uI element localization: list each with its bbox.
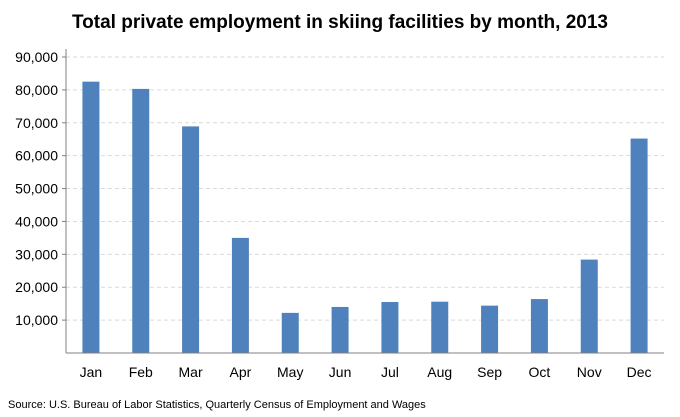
x-tick-label: Feb xyxy=(129,364,153,380)
bar-jul xyxy=(381,302,399,353)
bar-aug xyxy=(431,301,449,353)
y-tick-label: 10,000 xyxy=(15,312,58,328)
x-tick-label: Mar xyxy=(179,364,203,380)
x-tick-label: Jun xyxy=(329,364,352,380)
bar-sep xyxy=(481,305,499,353)
bar-nov xyxy=(580,259,598,353)
bar-jan xyxy=(82,81,100,354)
x-tick-label: Aug xyxy=(427,364,452,380)
source-note: Source: U.S. Bureau of Labor Statistics,… xyxy=(8,399,426,411)
y-tick-label: 60,000 xyxy=(15,148,58,164)
bar-oct xyxy=(530,299,548,353)
bar-may xyxy=(281,312,299,353)
y-tick-label: 70,000 xyxy=(15,115,58,131)
x-tick-label: Jan xyxy=(80,364,103,380)
x-tick-label: Jul xyxy=(381,364,399,380)
x-axis-ticks: Jan Feb Mar Apr May Jun Jul Aug Sep Oct Nov Dec xyxy=(80,364,652,380)
y-axis-ticks: 10,000 20,000 30,000 40,000 50,000 60,000 70,0… xyxy=(15,49,58,328)
y-tick-label: 20,000 xyxy=(15,279,58,295)
x-tick-label: Oct xyxy=(529,364,551,380)
bar-feb xyxy=(132,88,150,353)
y-tick-label: 30,000 xyxy=(15,246,58,262)
bar-mar xyxy=(182,126,200,353)
axes xyxy=(62,49,664,354)
x-tick-label: Dec xyxy=(627,364,652,380)
bar-dec xyxy=(630,138,648,353)
x-tick-label: Nov xyxy=(577,364,602,380)
bar-apr xyxy=(231,237,249,353)
y-tick-label: 50,000 xyxy=(15,181,58,197)
y-tick-label: 80,000 xyxy=(15,82,58,98)
x-tick-label: Apr xyxy=(230,364,252,380)
chart-title: Total private employment in skiing facil… xyxy=(72,12,608,33)
x-tick-label: May xyxy=(277,364,303,380)
x-tick-label: Sep xyxy=(477,364,502,380)
y-tick-label: 40,000 xyxy=(15,213,58,229)
bar-jun xyxy=(331,306,349,353)
gridlines xyxy=(66,56,664,321)
bars xyxy=(82,81,648,354)
y-tick-label: 90,000 xyxy=(15,49,58,65)
